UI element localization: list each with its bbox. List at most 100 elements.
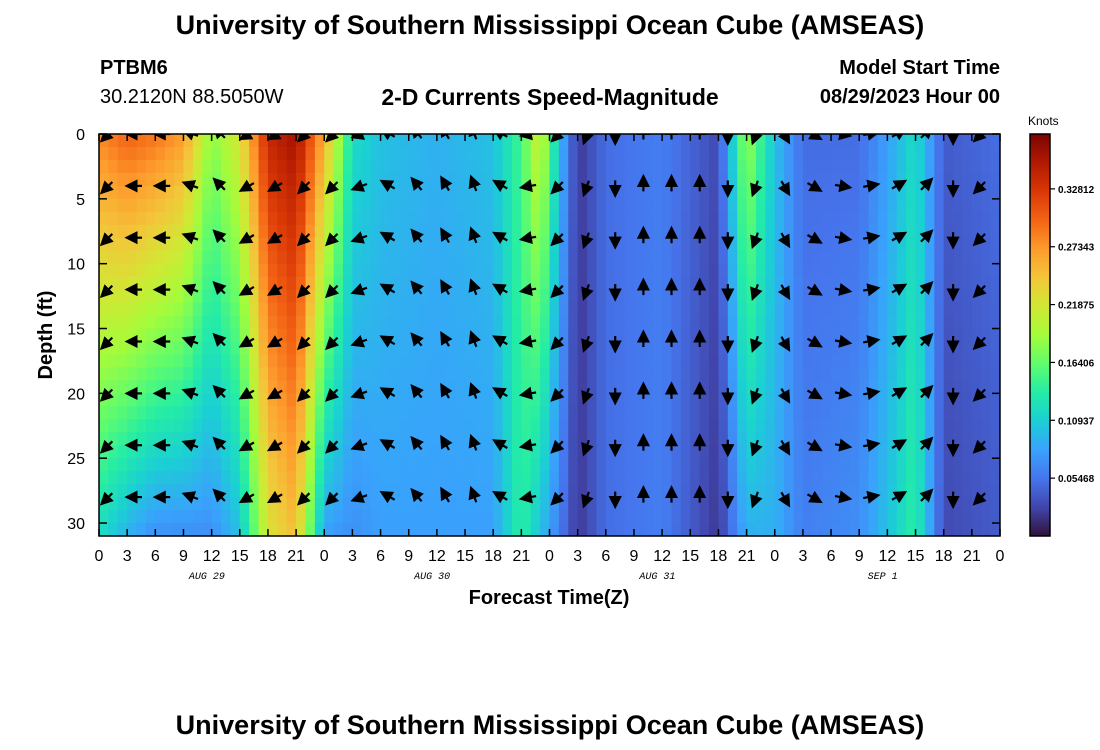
heatmap-cell [192,315,203,330]
heatmap-cell [258,276,269,291]
heatmap-cell [943,198,954,213]
heatmap-cell [915,134,926,148]
heatmap-cell [183,237,194,252]
heatmap-cell [239,471,250,485]
heatmap-cell [662,159,673,174]
heatmap-cell [324,406,335,420]
heatmap-cell [258,211,269,226]
heatmap-cell [962,276,973,291]
heatmap-cell [408,250,419,265]
heatmap-cell [765,367,776,381]
current-arrow [296,134,311,143]
heatmap-cell [633,367,644,381]
heatmap-cell [127,172,138,187]
heatmap-cell [596,134,607,148]
heatmap-cell [802,159,813,174]
heatmap-cell [840,380,851,394]
heatmap-cell [277,523,288,536]
heatmap-cell [718,484,729,498]
heatmap-cell [896,237,907,252]
heatmap-cell [802,393,813,407]
heatmap-cell [502,419,513,433]
heatmap-cell [737,380,748,394]
heatmap-cell [821,445,832,459]
heatmap-cell [127,419,138,433]
heatmap-cell [371,315,382,330]
heatmap-cell [174,315,185,330]
heatmap-cell [493,315,504,330]
heatmap-cell [230,172,241,187]
heatmap-cell [887,393,898,407]
heatmap-cell [643,367,654,381]
heatmap-cell [540,523,551,536]
heatmap-cell [540,250,551,265]
heatmap-cell [587,445,598,459]
heatmap-cell [849,497,860,511]
heatmap-cell [127,432,138,446]
heatmap-cell [399,159,410,174]
heatmap-cell [530,432,541,446]
heatmap-cell [502,380,513,394]
heatmap-cell [671,211,682,226]
heatmap-cell [314,380,325,394]
heatmap-cell [934,276,945,291]
heatmap-cell [859,302,870,317]
heatmap-cell [699,328,710,343]
heatmap-cell [136,445,147,459]
heatmap-cell [615,315,626,330]
heatmap-cell [399,211,410,226]
heatmap-cell [643,445,654,459]
heatmap-cell [465,458,476,472]
heatmap-cell [333,510,344,524]
heatmap-cell [399,432,410,446]
heatmap-cell [962,328,973,343]
heatmap-cell [493,263,504,278]
y-tick-label: 20 [67,386,85,403]
heatmap-cell [624,315,635,330]
current-arrow [296,387,311,402]
date-label: AUG 29 [188,572,225,583]
current-arrow [468,134,481,140]
heatmap-cell [568,146,579,161]
heatmap-cell [446,367,457,381]
heatmap-cell [802,406,813,420]
heatmap-cell [408,185,419,200]
current-arrow [919,332,934,347]
heatmap-cell [399,315,410,330]
x-tick-label: 12 [878,548,896,565]
heatmap-cell [155,134,166,148]
heatmap-cell [230,276,241,291]
heatmap-cell [258,523,269,536]
heatmap-cell [924,419,935,433]
heatmap-cell [831,159,842,174]
heatmap-cell [296,302,307,317]
heatmap-cell [615,276,626,291]
x-tick-label: 0 [770,548,779,565]
heatmap-cell [971,471,982,485]
heatmap-cell [192,250,203,265]
current-arrow [212,281,227,296]
heatmap-cell [540,315,551,330]
heatmap-cell [906,458,917,472]
heatmap-cell [727,134,738,148]
heatmap-cell [943,380,954,394]
heatmap-cell [136,302,147,317]
heatmap-cell [258,445,269,459]
heatmap-cell [962,510,973,524]
heatmap-cell [558,497,569,511]
heatmap-cell [380,380,391,394]
heatmap-cell [802,497,813,511]
heatmap-cell [465,302,476,317]
heatmap-cell [521,458,532,472]
heatmap-cell [859,354,870,369]
heatmap-cell [380,341,391,356]
heatmap-cell [446,328,457,343]
heatmap-cell [483,302,494,317]
heatmap-cell [164,185,175,200]
heatmap-cell [296,510,307,524]
heatmap-cell [671,471,682,485]
heatmap-cell [831,523,842,536]
heatmap-cell [145,341,156,356]
heatmap-cell [812,198,823,213]
heatmap-cell [427,185,438,200]
